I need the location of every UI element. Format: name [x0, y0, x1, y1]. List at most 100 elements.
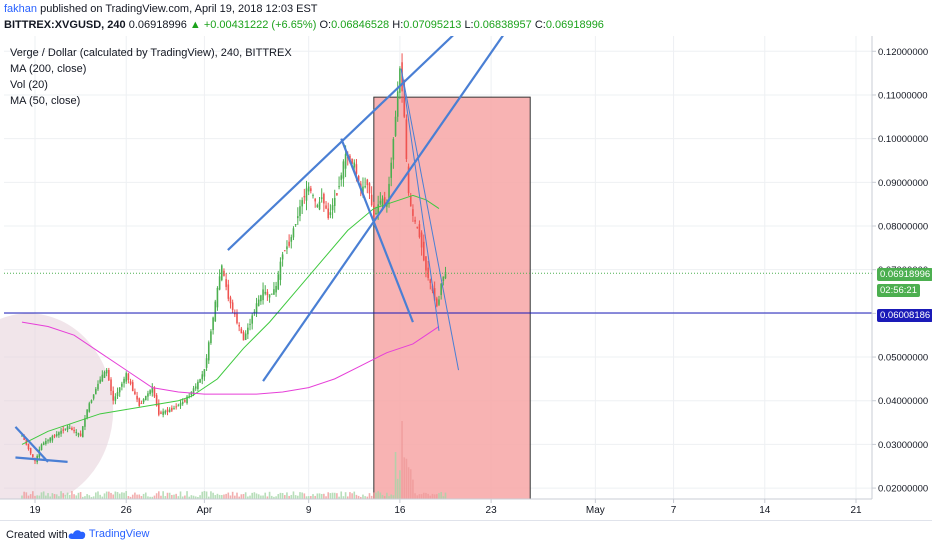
candle-body — [142, 399, 145, 403]
candle-body — [409, 195, 412, 207]
volume-bar — [407, 467, 410, 499]
volume-bar — [270, 495, 273, 499]
candle-body — [101, 374, 104, 382]
candle-body — [192, 388, 195, 394]
candle-body — [392, 139, 395, 160]
volume-bar — [425, 492, 427, 499]
volume-bar — [325, 496, 327, 499]
volume-bar — [429, 495, 432, 499]
candle-body — [370, 194, 373, 206]
volume-bar — [112, 494, 114, 499]
last-price-badge: 0.06918996 — [877, 268, 932, 281]
candle-body — [312, 195, 314, 197]
volume-bar — [236, 492, 238, 499]
candle-body — [153, 387, 156, 397]
candle-body — [238, 325, 240, 327]
time-tick-label: 21 — [850, 505, 862, 516]
volume-bar — [299, 492, 301, 499]
candle-body — [229, 297, 232, 304]
highlight-circle-shape — [0, 313, 114, 506]
candle-body — [175, 406, 177, 408]
time-tick-label: May — [586, 505, 605, 516]
low-value: 0.06838957 — [473, 19, 532, 31]
volume-bar — [21, 495, 23, 499]
candle-body — [316, 205, 319, 208]
candle-body — [266, 291, 269, 295]
legend-ma50[interactable]: MA (50, close) — [10, 95, 81, 107]
candle-body — [181, 402, 184, 404]
candle-body — [32, 454, 34, 457]
candle-body — [403, 81, 406, 117]
candle-body — [273, 289, 275, 295]
volume-bar — [142, 493, 145, 499]
volume-bar — [262, 495, 264, 499]
volume-bar — [212, 492, 214, 499]
trendline — [262, 36, 504, 382]
legend-ma200[interactable]: MA (200, close) — [10, 63, 87, 75]
candle-body — [158, 403, 160, 415]
candle-body — [64, 428, 67, 430]
volume-bar — [405, 458, 408, 499]
time-tick-label: 26 — [121, 505, 133, 516]
candle-body — [160, 412, 162, 414]
volume-bar — [97, 491, 99, 499]
price-tick-label: 0.10000000 — [878, 134, 928, 145]
candle-body — [288, 241, 290, 246]
volume-bar — [370, 495, 373, 499]
symbol-name[interactable]: BITTREX:XVGUSD, 240 — [4, 19, 126, 31]
symbol-line: BITTREX:XVGUSD, 240 0.06918996 ▲ +0.0043… — [4, 19, 604, 31]
volume-bar — [442, 496, 445, 499]
candle-body — [95, 389, 97, 395]
candle-body — [368, 183, 371, 194]
candle-body — [210, 331, 212, 343]
volume-bar — [149, 496, 151, 499]
high-label: H: — [392, 19, 404, 31]
candle-body — [62, 429, 65, 431]
volume-bar — [29, 494, 32, 499]
candle-body — [381, 198, 384, 206]
volume-bar — [364, 496, 366, 499]
volume-bar — [55, 494, 58, 499]
legend-vol[interactable]: Vol (20) — [10, 79, 48, 91]
volume-bar — [312, 494, 314, 499]
candle-body — [396, 91, 399, 117]
candle-body — [231, 302, 234, 311]
candle-body — [247, 327, 249, 335]
candle-body — [110, 379, 112, 391]
candle-body — [151, 386, 154, 393]
price-chart[interactable]: 0.02000000 0.03000000 0.04000000 0.05000000… — [0, 36, 932, 520]
volume-bar — [286, 492, 288, 499]
volume-bar — [416, 495, 419, 499]
time-axis[interactable]: 19 26 Apr 9 16 23 May 7 14 21 — [0, 498, 932, 520]
volume-bar — [327, 492, 330, 499]
author-link[interactable]: fakhan — [4, 3, 38, 15]
candle-body — [147, 393, 149, 397]
candle-body — [112, 390, 114, 401]
tradingview-logo[interactable]: TradingView — [68, 528, 149, 540]
volume-bar — [412, 479, 414, 499]
candle-body — [186, 396, 188, 404]
volume-bar — [88, 495, 91, 499]
volume-bar — [392, 495, 395, 499]
trendlines[interactable] — [14, 36, 504, 463]
candle-body — [86, 409, 88, 419]
volume-bar — [36, 495, 38, 499]
candle-body — [305, 188, 308, 201]
candle-body — [68, 427, 71, 429]
volume-bar — [386, 492, 388, 499]
candle-body — [405, 119, 408, 159]
volume-bar — [171, 494, 173, 499]
candle-body — [240, 328, 243, 334]
candle-body — [294, 224, 297, 226]
candle-body — [299, 206, 301, 217]
volume-bar — [277, 494, 280, 499]
volume-bar — [166, 492, 169, 499]
candle-body — [144, 395, 147, 401]
highlight-rectangle[interactable] — [373, 96, 531, 500]
volume-bar — [420, 494, 423, 499]
volume-bar — [34, 495, 36, 499]
volume-bar — [310, 496, 312, 499]
candle-body — [292, 228, 295, 238]
volume-bar — [190, 495, 193, 499]
candle-body — [286, 246, 288, 250]
